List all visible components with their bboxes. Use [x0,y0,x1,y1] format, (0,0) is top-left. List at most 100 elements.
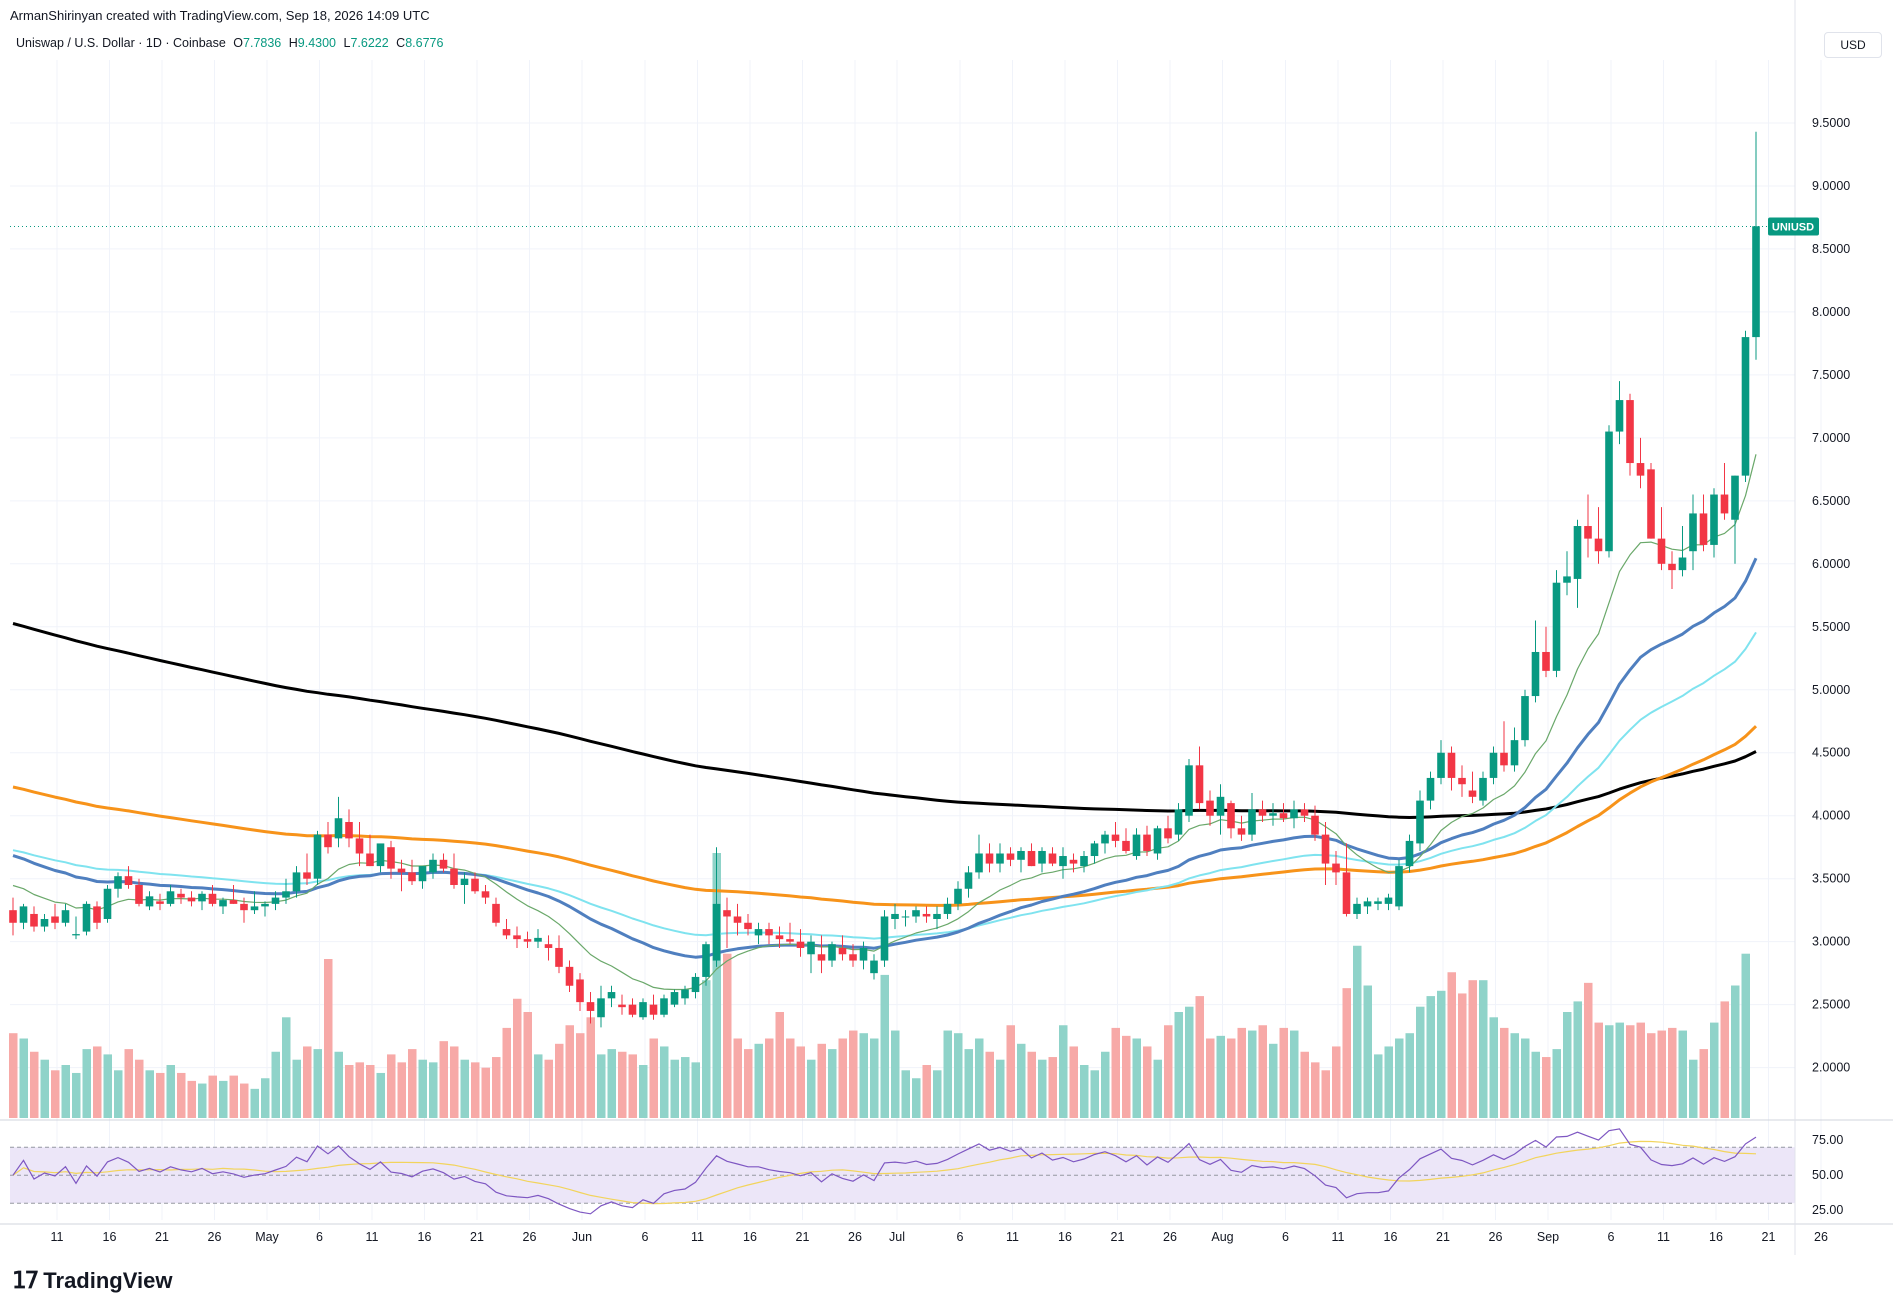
volume-bar [1027,1051,1036,1118]
candle-body [376,843,385,867]
time-tick-label: 26 [848,1230,862,1244]
candle-body [1384,897,1393,904]
volume-bar [1279,1027,1288,1118]
time-tick-label: 6 [642,1230,649,1244]
volume-bar [933,1070,942,1118]
volume-bar [765,1038,774,1118]
volume-bar [849,1030,858,1118]
candle-body [93,906,101,923]
symbol-legend[interactable]: Uniswap / U.S. Dollar · 1D · Coinbase O7… [16,36,443,50]
candle-body [1458,777,1466,785]
volume-bar [1216,1035,1225,1118]
candle-body [1237,828,1246,835]
time-tick-label: 6 [316,1230,323,1244]
volume-bar [838,1038,847,1118]
volume-bar [1363,985,1372,1118]
time-tick-label: May [255,1230,279,1244]
candle-body [1479,777,1487,801]
volume-bar [282,1017,291,1118]
volume-bar [303,1046,312,1118]
candle-body [660,998,668,1015]
candle-body [492,903,500,923]
candle-body [1059,856,1067,867]
volume-bar [817,1043,826,1118]
time-tick-label: 16 [1384,1230,1398,1244]
volume-bar [1573,1001,1582,1118]
candle-body [943,903,952,914]
candle-body [1395,866,1403,907]
candle-body [1374,901,1382,904]
volume-bar [891,1030,900,1118]
volume-bar [1510,1033,1519,1118]
volume-bar [1447,972,1456,1118]
candle-body [166,891,175,904]
volume-bar [702,980,711,1118]
candle-body [72,934,80,936]
candle-body [1689,513,1697,552]
volume-bar [1174,1012,1183,1118]
volume-bar [786,1038,795,1118]
volume-bar [1332,1046,1341,1118]
volume-bar [1542,1057,1551,1118]
time-tick-label: 6 [1282,1230,1289,1244]
volume-bar [1258,1025,1267,1118]
candle-body [723,910,731,917]
moving-averages [12,454,1758,991]
candle-body [51,916,59,923]
candle-body [208,893,217,904]
candle-body [1069,859,1078,864]
volume-bar [775,1012,784,1118]
candle-body [1626,400,1634,464]
candle-body [639,1002,647,1018]
tradingview-logo[interactable]: 𝟣𝟩 TradingView [12,1268,172,1294]
candle-body [387,847,395,869]
candle-body [828,944,836,961]
volume-bar [1237,1027,1246,1118]
candle-body [1248,809,1256,835]
volume-bar [240,1083,249,1118]
currency-button[interactable]: USD [1824,32,1882,58]
candle-body [1699,513,1708,545]
volume-bar [1290,1030,1299,1118]
price-tick-label: 8.0000 [1812,305,1850,319]
candle-body [1500,752,1508,766]
ohlc-high-value: 9.4300 [297,36,336,50]
volume-bar [744,1049,753,1118]
candle-body [1017,850,1025,860]
volume-bar [187,1080,196,1118]
volume-bar [1090,1070,1099,1118]
volume-bar [1059,1025,1068,1118]
candle-body [513,935,521,940]
candle-body [240,903,248,911]
candle-body [733,916,742,923]
time-tick-label: Aug [1211,1230,1233,1244]
volume-bar [219,1080,228,1118]
volume-bar [124,1049,133,1118]
volume-bar [1311,1062,1320,1118]
volume-bar [954,1033,963,1118]
volume-bar [912,1078,921,1118]
candle-body [1353,903,1361,914]
volume-bar [156,1072,165,1118]
candle-body [670,992,679,1005]
volume-bar [177,1072,186,1118]
candle-body [1657,538,1666,564]
candle-body [1227,803,1235,829]
candle-body [1605,431,1613,552]
candle-body [103,888,112,919]
volume-bars [9,853,1750,1118]
ohlc-high-key: H [288,36,298,50]
price-tick-label: 7.5000 [1812,368,1850,382]
candle-body [1416,800,1424,844]
volume-bar [1437,990,1446,1118]
candle-body [922,913,931,917]
price-tick-label: 8.5000 [1812,242,1850,256]
volume-bar [996,1059,1005,1118]
time-tick-label: 16 [418,1230,432,1244]
volume-bar [922,1065,931,1118]
rsi-ma-line [12,1140,1757,1205]
price-tick-label: 5.5000 [1812,620,1850,634]
volume-bar [1531,1051,1540,1118]
volume-bar [618,1051,627,1118]
